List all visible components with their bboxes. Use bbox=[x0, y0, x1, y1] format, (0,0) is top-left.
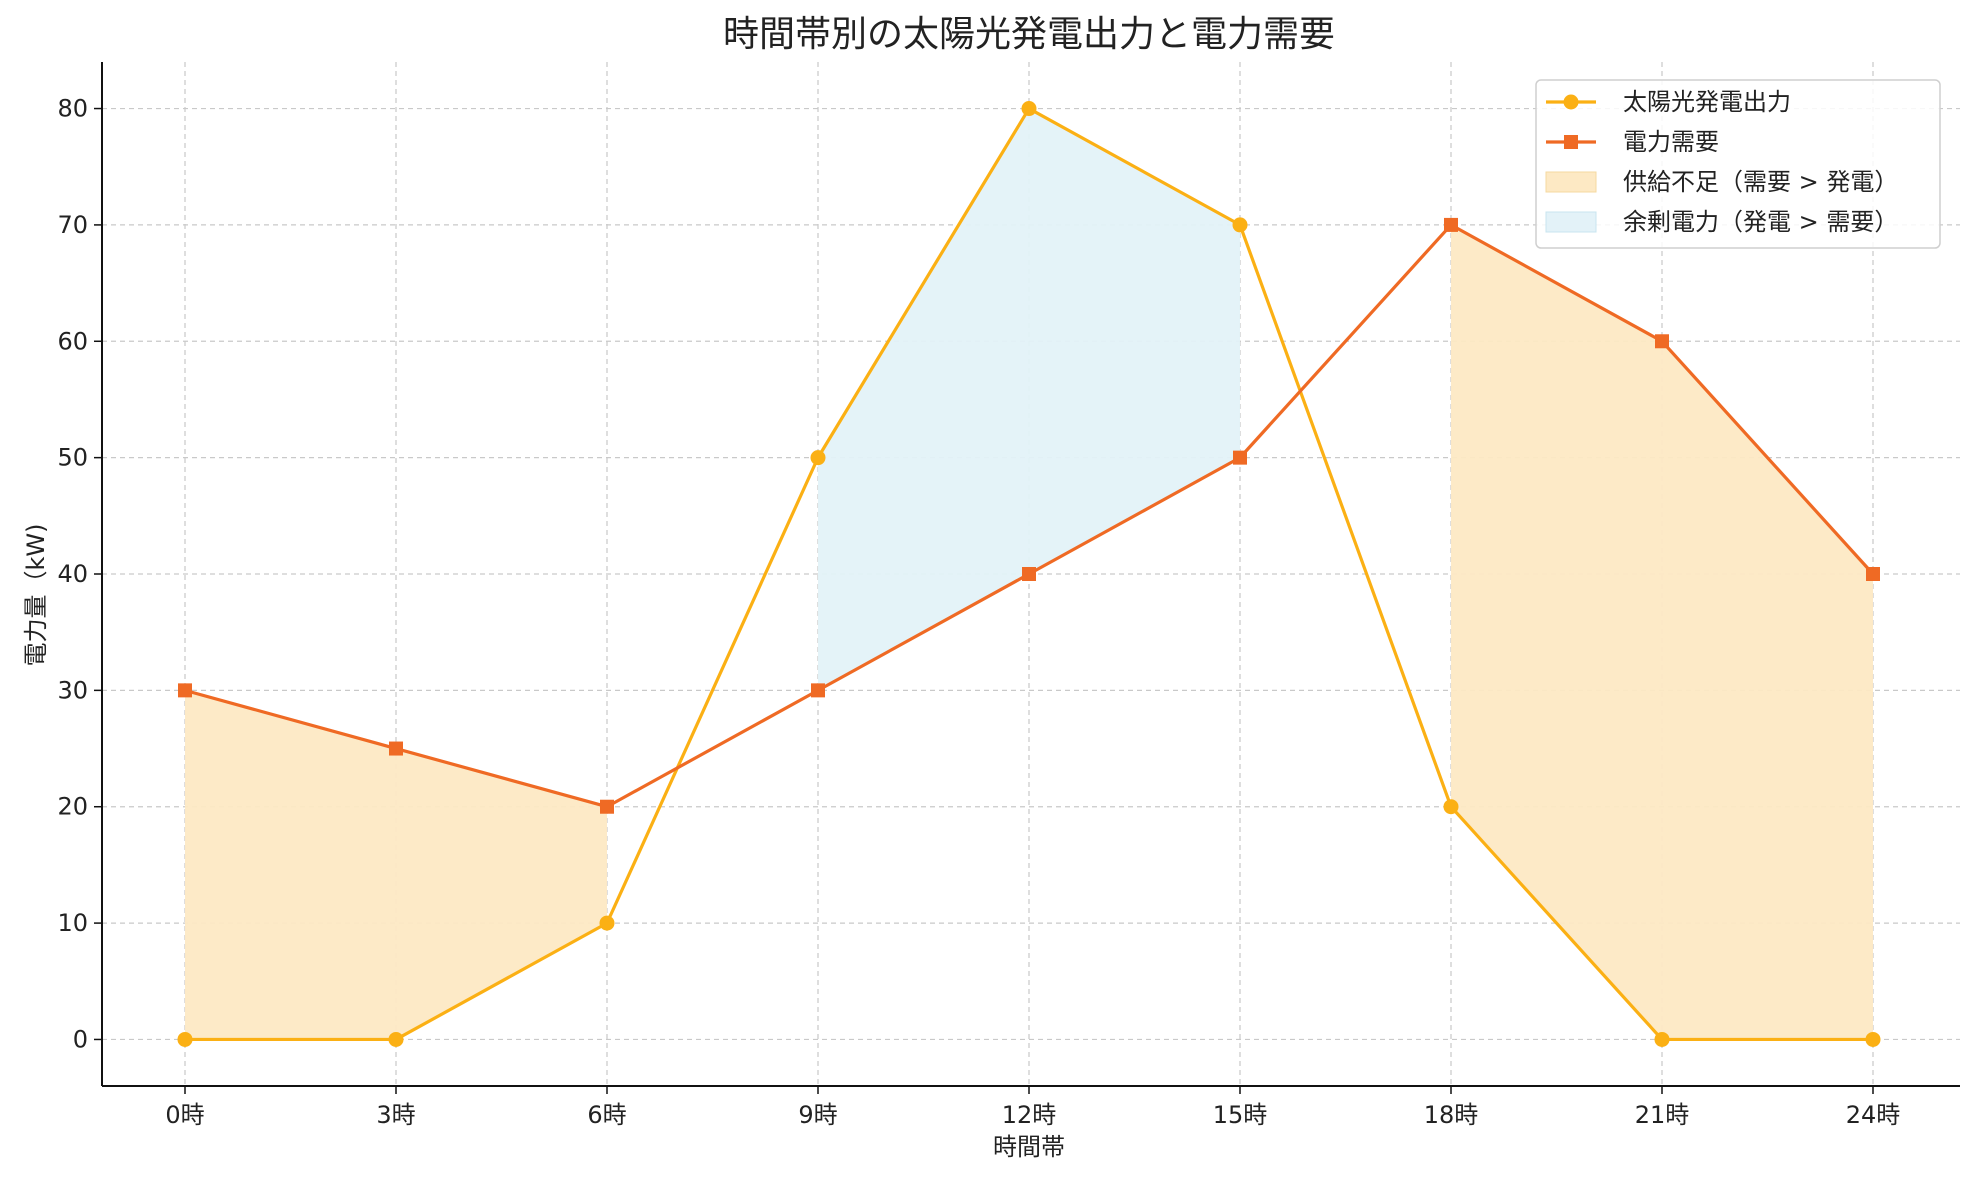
legend-marker-square bbox=[1564, 135, 1578, 149]
y-tick-label: 60 bbox=[57, 327, 88, 355]
solar-output-point bbox=[388, 1031, 404, 1047]
x-tick-label: 3時 bbox=[376, 1101, 415, 1129]
x-tick-label: 6時 bbox=[587, 1101, 626, 1129]
y-tick-label: 20 bbox=[57, 793, 88, 821]
solar-output-point bbox=[1865, 1031, 1881, 1047]
solar-output-point bbox=[1021, 101, 1037, 117]
demand-point bbox=[1022, 567, 1036, 581]
demand-point bbox=[178, 683, 192, 698]
x-tick-label: 12時 bbox=[1002, 1101, 1057, 1129]
legend-fill-swatch bbox=[1545, 171, 1597, 193]
series-layer bbox=[177, 101, 1881, 1047]
demand-point bbox=[1866, 567, 1880, 581]
legend-box bbox=[1535, 79, 1941, 249]
solar-output-point bbox=[599, 915, 615, 931]
y-tick-label: 10 bbox=[57, 909, 88, 937]
x-tick-label: 21時 bbox=[1635, 1101, 1690, 1129]
solar-output-point bbox=[1654, 1031, 1670, 1047]
demand-point bbox=[1233, 450, 1247, 465]
legend-label: 供給不足（需要 > 発電） bbox=[1623, 168, 1898, 196]
solar-output-point bbox=[810, 450, 826, 466]
y-tick-label: 30 bbox=[57, 676, 88, 704]
y-tick-label: 0 bbox=[73, 1025, 88, 1053]
legend-label: 電力需要 bbox=[1623, 128, 1719, 156]
shortage-fill-region bbox=[185, 690, 607, 1040]
x-tick-label: 24時 bbox=[1846, 1101, 1901, 1129]
legend-label: 余剰電力（発電 > 需要） bbox=[1623, 208, 1898, 236]
x-axis-label: 時間帯 bbox=[993, 1133, 1065, 1161]
x-tick-label: 0時 bbox=[165, 1101, 204, 1129]
shortage-fill-region bbox=[1451, 224, 1873, 1040]
fill-layer bbox=[185, 108, 1873, 1040]
solar-output-point bbox=[1443, 799, 1459, 815]
solar-output-point bbox=[1232, 217, 1248, 233]
demand-point bbox=[389, 741, 403, 756]
x-tick-label: 15時 bbox=[1213, 1101, 1268, 1129]
x-tick-label: 18時 bbox=[1424, 1101, 1479, 1129]
solar-output-point bbox=[177, 1031, 193, 1047]
legend-marker-circle bbox=[1563, 94, 1579, 110]
y-tick-label: 50 bbox=[57, 444, 88, 472]
x-tick-label: 9時 bbox=[798, 1101, 837, 1129]
y-axis-label: 電力量（kW) bbox=[22, 524, 50, 667]
demand-point bbox=[811, 683, 825, 698]
demand-point bbox=[600, 799, 614, 814]
y-tick-label: 70 bbox=[57, 211, 88, 239]
chart-title: 時間帯別の太陽光発電出力と電力需要 bbox=[723, 14, 1335, 55]
y-tick-label: 80 bbox=[57, 95, 88, 123]
surplus-fill-region bbox=[818, 108, 1240, 691]
y-tick-label: 40 bbox=[57, 560, 88, 588]
legend-label: 太陽光発電出力 bbox=[1623, 88, 1791, 116]
axes-layer: 0 10 20 30 40 50 60 70 80 0時 3時 6時 9時 12時 15時 18時 21時 24時 bbox=[57, 62, 1960, 1129]
demand-point bbox=[1655, 334, 1669, 349]
demand-point bbox=[1444, 217, 1458, 232]
legend-fill-swatch bbox=[1545, 211, 1597, 233]
